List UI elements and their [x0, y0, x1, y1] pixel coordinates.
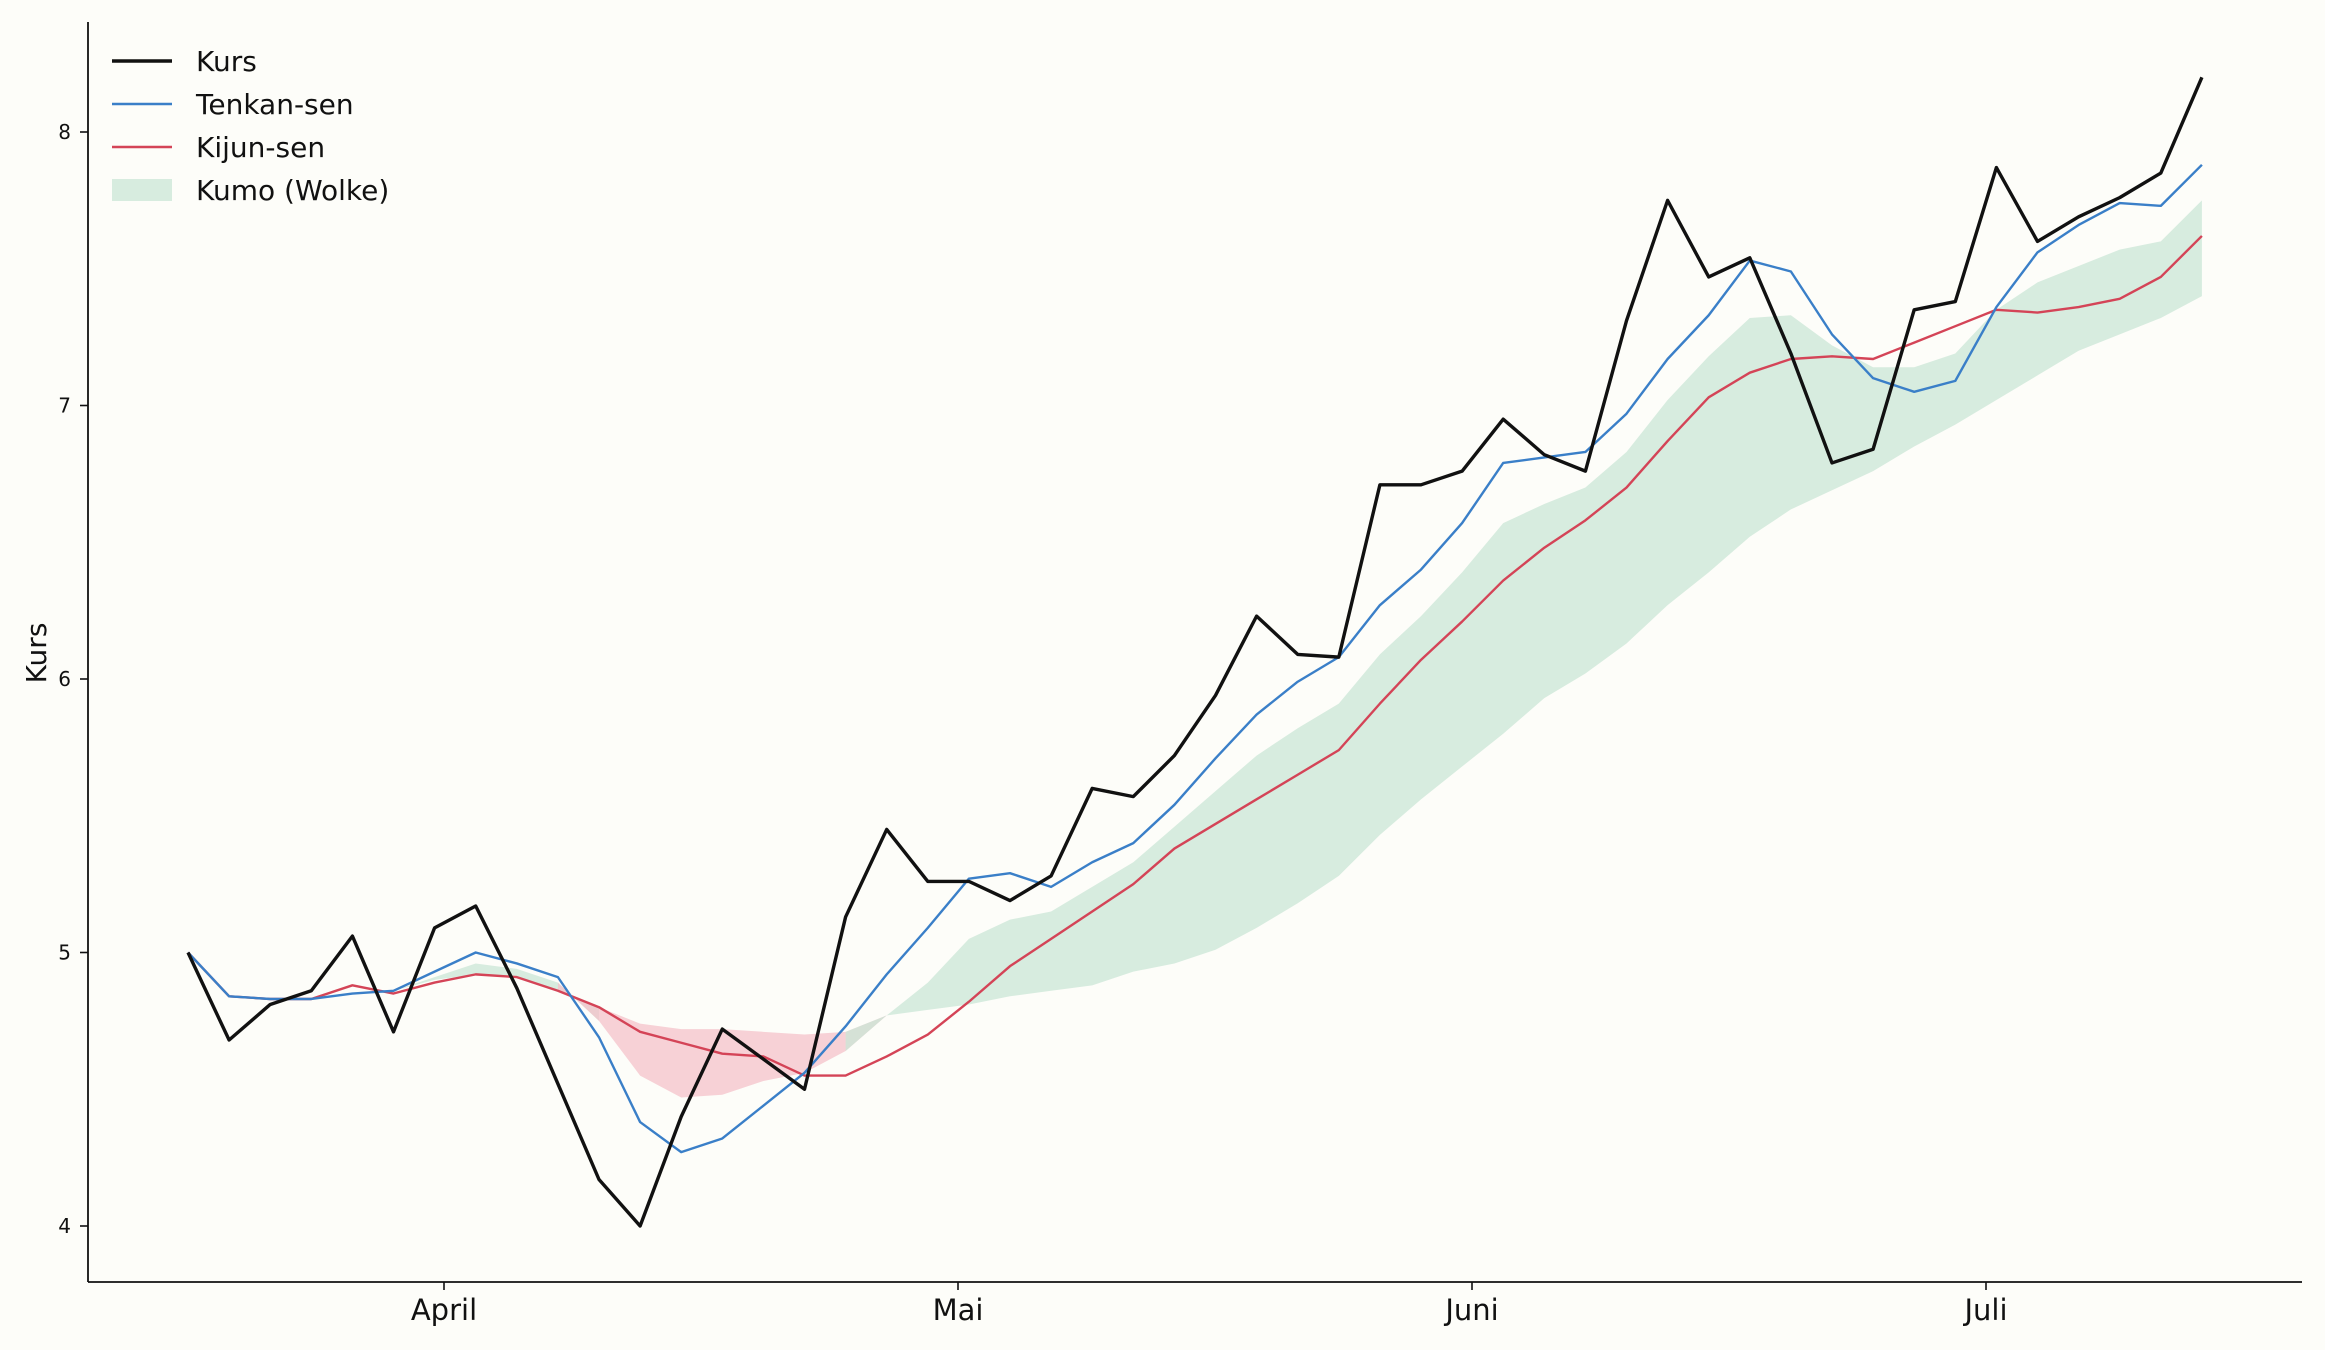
kurs-line — [186, 76, 2204, 1228]
x-tick-label-april: April — [411, 1293, 477, 1327]
legend-label-kijun-sen: Kijun-sen — [196, 131, 325, 164]
legend: Kurs Tenkan-sen Kijun-sen Kumo (Wolke) — [112, 45, 389, 207]
kumo-bearish-segment-1 — [557, 982, 887, 1098]
y-axis-ticks: 4 5 6 7 8 — [58, 120, 88, 1238]
legend-label-tenkan-sen: Tenkan-sen — [195, 88, 354, 121]
kumo-bullish-segment-0 — [393, 963, 599, 1021]
y-tick-label-6: 6 — [58, 667, 71, 691]
kumo-bullish-segment-2 — [845, 200, 2202, 1051]
kumo-cloud — [393, 200, 2202, 1098]
legend-swatch-kumo-wolke — [112, 179, 172, 201]
y-axis-label: Kurs — [20, 623, 53, 684]
tenkan-sen-line — [187, 163, 2203, 1154]
y-tick-label-5: 5 — [58, 941, 71, 965]
legend-label-kumo-wolke: Kumo (Wolke) — [196, 174, 389, 207]
y-tick-label-7: 7 — [58, 394, 71, 418]
y-tick-label-8: 8 — [58, 120, 71, 144]
x-tick-label-juli: Juli — [1962, 1293, 2007, 1327]
x-tick-label-mai: Mai — [933, 1293, 984, 1327]
x-tick-label-juni: Juni — [1443, 1293, 1498, 1327]
series-lines — [186, 76, 2204, 1228]
x-axis-ticks: April Mai Juni Juli — [411, 1282, 2008, 1327]
y-tick-label-4: 4 — [58, 1214, 71, 1238]
legend-label-kurs: Kurs — [196, 45, 257, 78]
kijun-sen-line — [187, 235, 2203, 1077]
